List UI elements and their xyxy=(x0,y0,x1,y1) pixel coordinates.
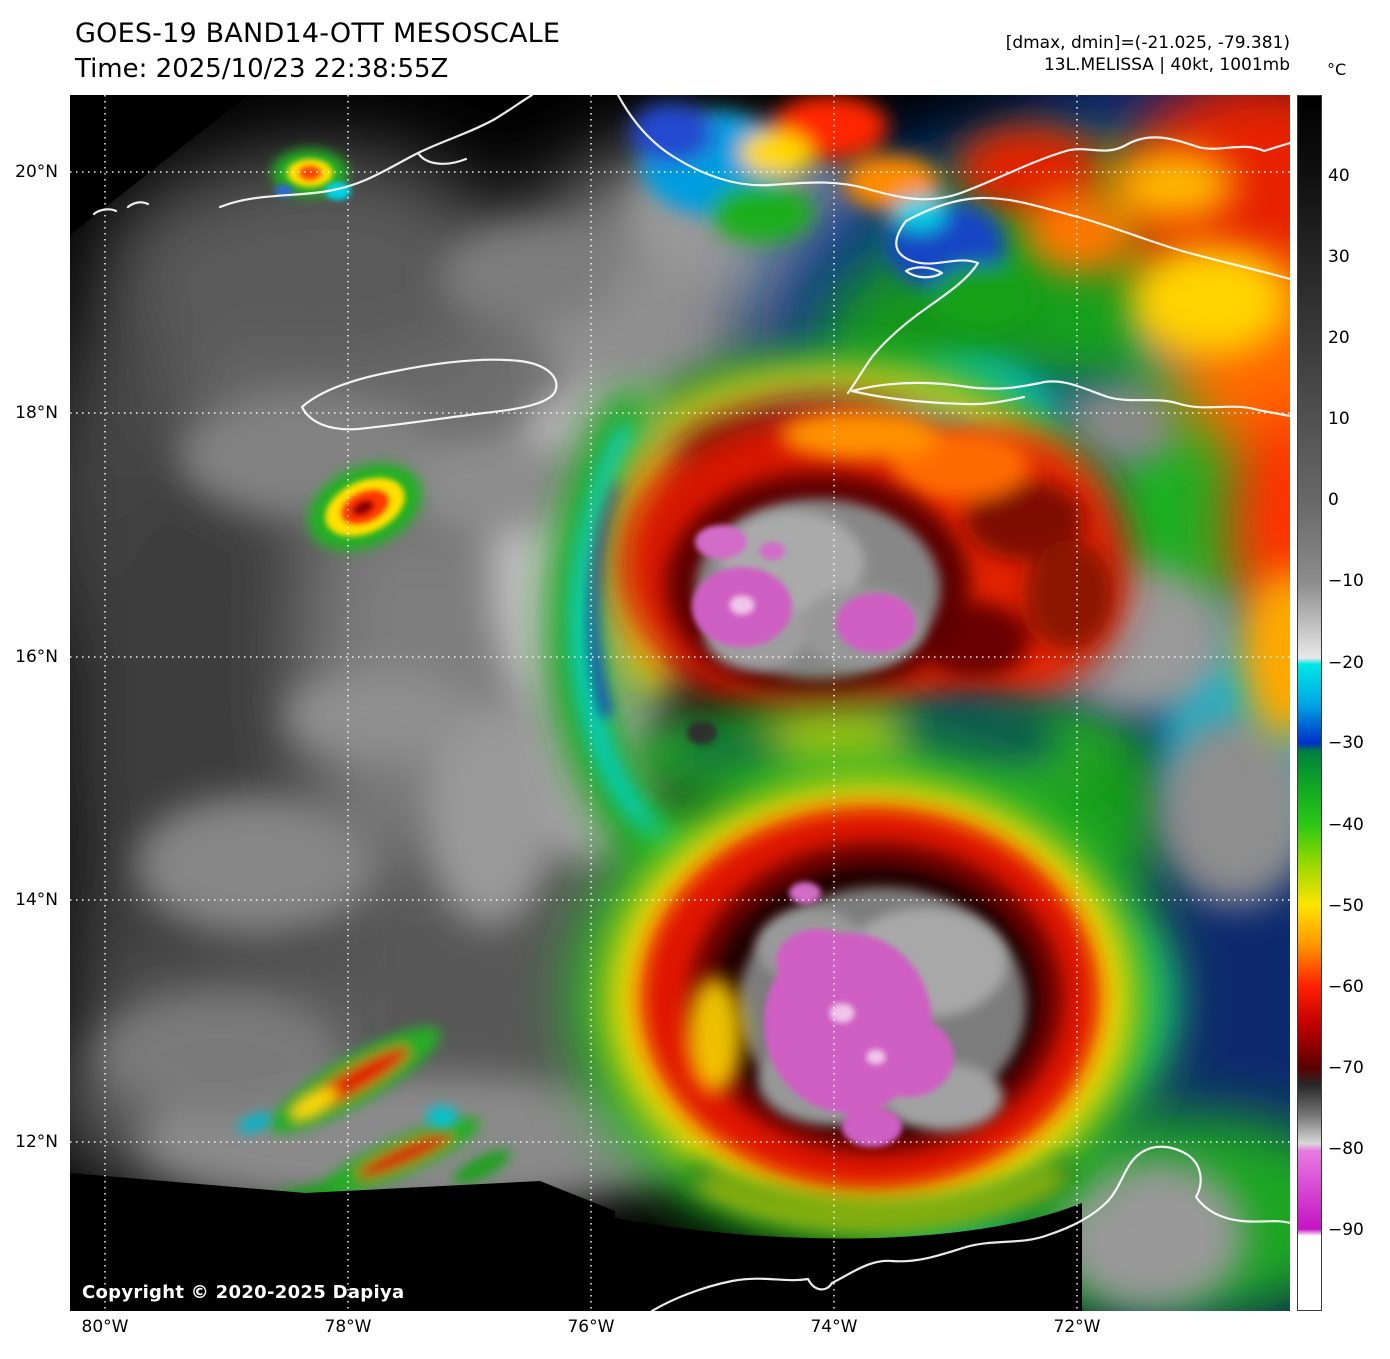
cbar-tick-label: −30 xyxy=(1328,733,1364,754)
small-storm-sw-jamaica xyxy=(307,463,423,551)
lon-label: 72°W xyxy=(1053,1317,1101,1337)
colorbar-tick-labels: 40 30 20 10 0 −10 −20 −30 −40 −50 −60 −7… xyxy=(1328,95,1388,1311)
lower-overshoot-magenta xyxy=(764,882,954,1147)
latitude-axis: 20°N 18°N 16°N 14°N 12°N xyxy=(0,95,64,1311)
cbar-tick-label: 20 xyxy=(1328,328,1350,349)
upper-overshoot-magenta xyxy=(692,525,916,653)
cbar-tick-label: −40 xyxy=(1328,814,1364,835)
cbar-tick-label: −80 xyxy=(1328,1138,1364,1159)
lon-label: 74°W xyxy=(810,1317,858,1337)
cbar-tick-label: −50 xyxy=(1328,895,1364,916)
cbar-tick-label: −20 xyxy=(1328,652,1364,673)
lat-label: 20°N xyxy=(15,161,58,182)
storm-readout: 13L.MELISSA | 40kt, 1001mb xyxy=(1043,55,1290,75)
lat-label: 16°N xyxy=(15,647,58,668)
lat-label: 14°N xyxy=(15,889,58,910)
dmax-dmin-readout: [dmax, dmin]=(-21.025, -79.381) xyxy=(1005,33,1290,53)
scan-edges xyxy=(70,95,1082,1311)
lat-label: 18°N xyxy=(15,402,58,423)
cbar-tick-label: −10 xyxy=(1328,571,1364,592)
small-storm-top-left xyxy=(272,149,351,200)
cbar-tick-label: −70 xyxy=(1328,1057,1364,1078)
cbar-tick-label: 10 xyxy=(1328,409,1350,430)
longitude-axis: 80°W 78°W 76°W 74°W 72°W xyxy=(70,1317,1290,1347)
cbar-tick-label: 0 xyxy=(1328,490,1339,511)
map-area: Copyright © 2020-2025 Dapiya xyxy=(70,95,1290,1311)
product-title: GOES-19 BAND14-OTT MESOSCALE xyxy=(75,18,561,49)
lower-convective-complex xyxy=(570,748,1170,1252)
lon-label: 78°W xyxy=(324,1317,372,1337)
satellite-image xyxy=(70,95,1290,1311)
lat-label: 12°N xyxy=(15,1131,58,1152)
lon-label: 76°W xyxy=(567,1317,615,1337)
colorbar-unit-label: °C xyxy=(1327,60,1347,79)
coastlines xyxy=(92,95,1290,1311)
mid-warm-spot xyxy=(687,721,717,745)
cbar-tick-label: 30 xyxy=(1328,247,1350,268)
header-meta: [dmax, dmin]=(-21.025, -79.381) 13L.MELI… xyxy=(1006,32,1290,76)
timestamp: Time: 2025/10/23 22:38:55Z xyxy=(75,54,449,84)
cbar-tick-label: 40 xyxy=(1328,166,1350,187)
colorbar xyxy=(1297,95,1322,1311)
upper-convective-complex xyxy=(605,346,1130,721)
cbar-tick-label: −90 xyxy=(1328,1219,1364,1240)
cbar-tick-label: −60 xyxy=(1328,976,1364,997)
copyright-label: Copyright © 2020-2025 Dapiya xyxy=(82,1282,405,1303)
lon-label: 80°W xyxy=(81,1317,129,1337)
